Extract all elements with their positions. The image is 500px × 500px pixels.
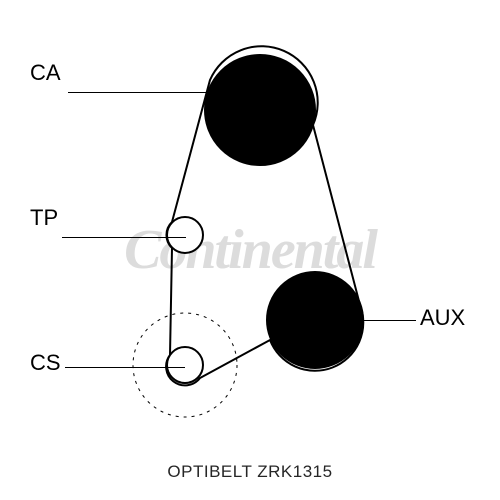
pulley-cs xyxy=(167,347,203,383)
label-ca: CA xyxy=(30,60,61,86)
label-aux: AUX xyxy=(420,305,465,331)
pulley-tp xyxy=(167,217,203,253)
caption: OPTIBELT ZRK1315 xyxy=(0,462,500,482)
leader-aux xyxy=(316,320,416,321)
pulley-ca xyxy=(205,55,315,165)
belt-routing-diagram xyxy=(0,20,500,440)
caption-part: ZRK1315 xyxy=(257,462,332,481)
leader-tp xyxy=(62,237,186,238)
leader-cs xyxy=(65,367,185,368)
leader-ca xyxy=(68,92,260,93)
label-tp: TP xyxy=(30,205,58,231)
label-cs: CS xyxy=(30,350,61,376)
caption-brand: OPTIBELT xyxy=(167,462,252,481)
